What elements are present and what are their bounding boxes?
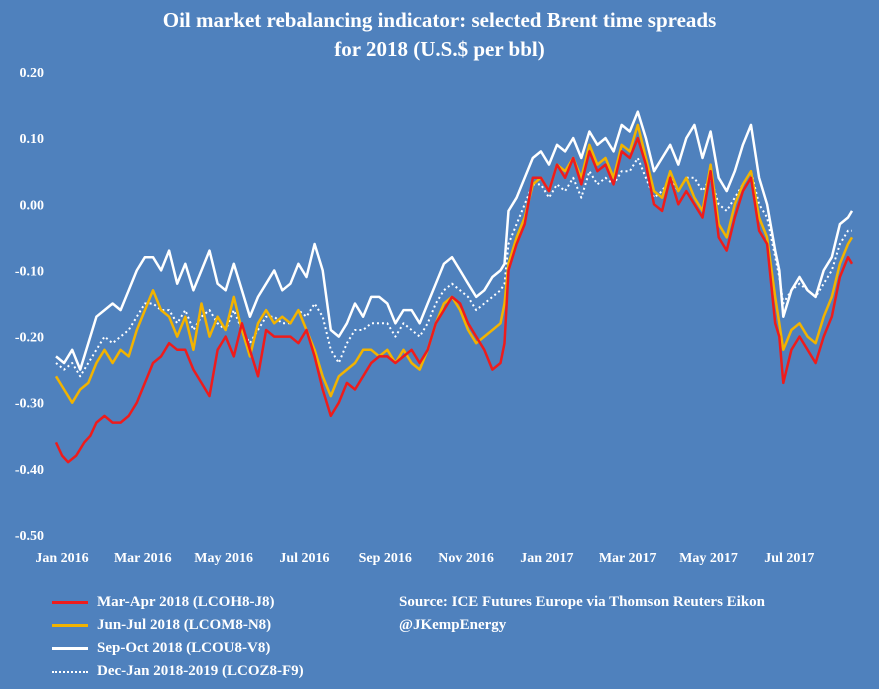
x-tick-label: Jul 2016 [279,551,329,566]
y-tick-label: 0.20 [20,66,45,81]
series-line-dec-jan [55,157,852,378]
series-line-sep-oct [55,110,854,371]
x-tick-label: Jan 2016 [35,551,88,566]
x-tick-label: Mar 2017 [599,551,657,566]
legend-label-sep-oct: Sep-Oct 2018 (LCOU8-V8) [97,640,271,656]
y-tick-label: -0.30 [15,397,44,412]
y-tick-label: -0.20 [15,331,44,346]
x-tick-label: May 2017 [679,551,738,566]
source-line: Source: ICE Futures Europe via Thomson R… [399,594,766,610]
series-lines [54,110,854,464]
x-tick-label: Nov 2016 [438,551,494,566]
legend-label-dec-jan: Dec-Jan 2018-2019 (LCOZ8-F9) [97,663,304,679]
y-tick-label: 0.00 [20,198,45,213]
author-handle: @JKempEnergy [399,617,507,633]
series-line-mar-apr [54,136,854,464]
legend-swatch-mar-apr [52,601,88,604]
x-tick-label: Jul 2017 [764,551,814,566]
y-tick-label: -0.10 [15,264,44,279]
chart-title-line-1: Oil market rebalancing indicator: select… [162,8,717,32]
y-tick-label: -0.40 [15,463,44,478]
legend: Mar-Apr 2018 (LCOH8-J8) Jun-Jul 2018 (LC… [52,591,304,683]
x-tick-label: Jan 2017 [520,551,573,566]
legend-item-jun-jul: Jun-Jul 2018 (LCOM8-N8) [52,614,304,637]
series-line-jun-jul [54,123,854,404]
legend-label-mar-apr: Mar-Apr 2018 (LCOH8-J8) [97,594,275,610]
y-tick-label: 0.10 [20,132,45,147]
legend-item-dec-jan: Dec-Jan 2018-2019 (LCOZ8-F9) [52,660,304,683]
x-tick-label: Sep 2016 [359,551,412,566]
legend-item-mar-apr: Mar-Apr 2018 (LCOH8-J8) [52,591,304,614]
y-axis: 0.20 0.10 0.00 -0.10 -0.20 -0.30 -0.40 -0.50 [15,66,44,544]
x-tick-label: Mar 2016 [114,551,172,566]
legend-swatch-dec-jan [52,670,88,673]
x-axis: Jan 2016 Mar 2016 May 2016 Jul 2016 Sep 2016… [35,551,814,566]
legend-swatch-jun-jul [52,624,88,627]
source-note: Source: ICE Futures Europe via Thomson R… [399,591,765,637]
x-tick-label: May 2016 [194,551,253,566]
y-tick-label: -0.50 [15,529,44,544]
legend-label-jun-jul: Jun-Jul 2018 (LCOM8-N8) [97,617,272,633]
chart-title: Oil market rebalancing indicator: select… [0,6,879,64]
legend-item-sep-oct: Sep-Oct 2018 (LCOU8-V8) [52,637,304,660]
legend-swatch-sep-oct [52,647,88,650]
chart-title-line-2: for 2018 (U.S.$ per bbl) [334,37,545,61]
